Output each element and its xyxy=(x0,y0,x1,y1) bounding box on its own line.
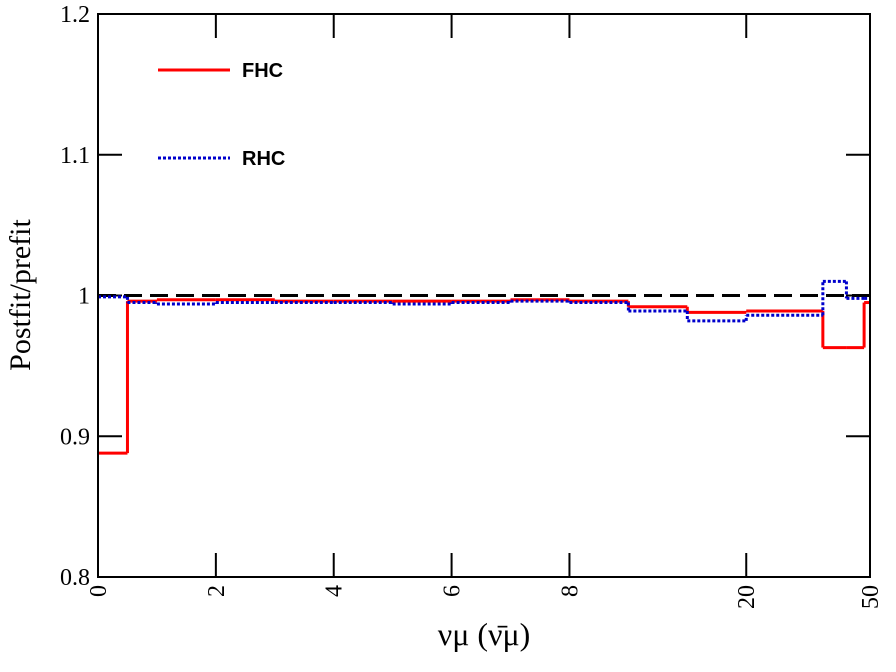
legend-label: RHC xyxy=(242,148,285,170)
legend-label: FHC xyxy=(242,60,283,82)
x-tick-label: 4 xyxy=(322,585,348,597)
x-tick-label: 2 xyxy=(204,585,230,597)
x-axis-title: νμ (ν̄μ) xyxy=(438,616,531,652)
y-tick-label: 1.1 xyxy=(60,143,90,169)
x-tick-label: 6 xyxy=(440,585,466,597)
y-axis-title: Postfit/prefit xyxy=(4,219,37,371)
y-tick-label: 0.8 xyxy=(60,565,90,591)
plot-frame xyxy=(97,13,871,578)
x-tick-label: 50 xyxy=(858,585,884,609)
y-tick-label: 1.2 xyxy=(60,2,90,28)
x-tick-label: 20 xyxy=(734,585,760,609)
y-tick-label: 1 xyxy=(78,284,90,310)
x-tick-label: 8 xyxy=(557,585,583,597)
x-tick-label: 0 xyxy=(86,585,112,597)
y-tick-label: 0.9 xyxy=(60,424,90,450)
